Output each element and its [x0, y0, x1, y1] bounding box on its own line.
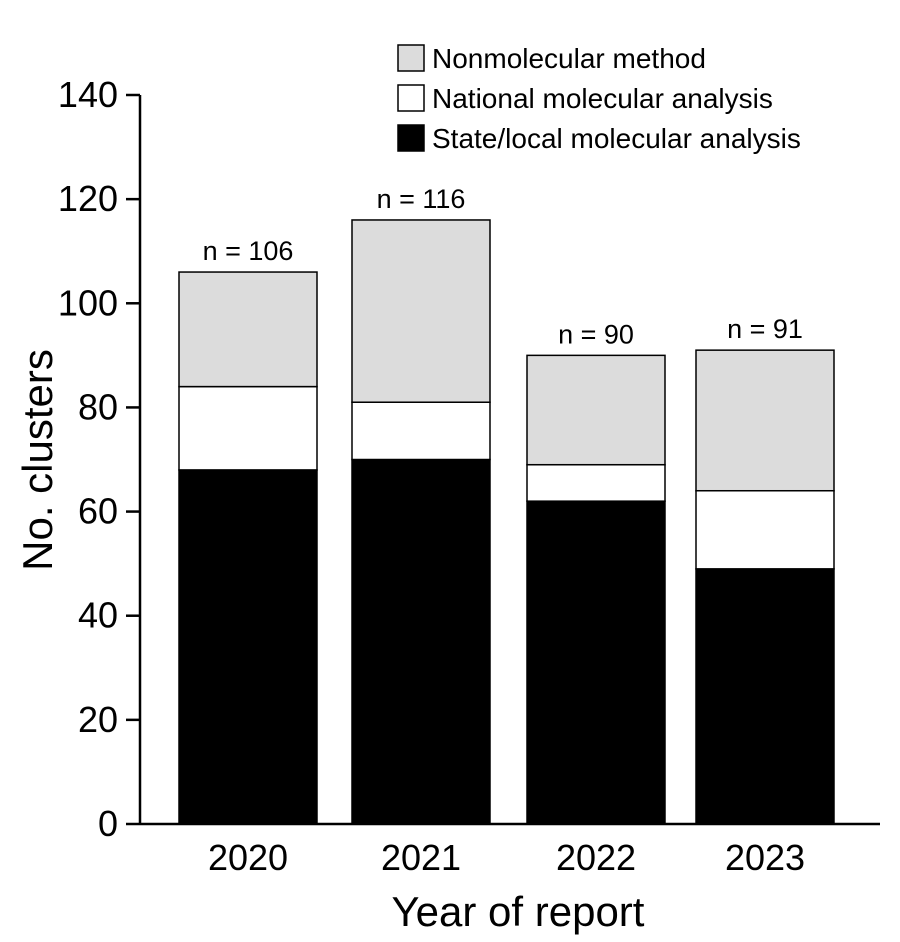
bar-segment-2020-series-2 [178, 271, 318, 388]
bar-labels-layer: n = 106 n = 116 n = 90 n = 91 [203, 184, 803, 349]
bar-total-label: n = 91 [727, 314, 803, 344]
y-tick-label: 80 [78, 386, 118, 427]
x-axis-title: Year of report [392, 888, 645, 935]
y-tick-label: 100 [58, 282, 118, 323]
legend-label: Nonmolecular method [432, 43, 706, 74]
y-axis-title: No. clusters [14, 349, 61, 571]
bar-segment-2022-series-2 [526, 354, 666, 466]
x-tick-label: 2021 [381, 837, 461, 878]
y-tick-label: 0 [98, 803, 118, 844]
bar-total-label: n = 116 [377, 184, 466, 214]
bar-segment-2021-series-2 [351, 219, 491, 403]
bar-total-label: n = 106 [203, 236, 294, 266]
bar-segment-2023-series-0 [695, 568, 835, 825]
legend-label: National molecular analysis [432, 83, 773, 114]
x-tick-label: 2022 [556, 837, 636, 878]
bar-segment-2020-series-1 [178, 385, 318, 471]
legend-swatch [397, 84, 425, 112]
x-tick-label: 2023 [725, 837, 805, 878]
bars-layer [178, 219, 835, 825]
bar-segment-2020-series-0 [178, 469, 318, 825]
bar-total-label: n = 90 [558, 319, 634, 349]
legend-swatch [397, 44, 425, 72]
bar-segment-2021-series-1 [351, 401, 491, 461]
bar-segment-2022-series-1 [526, 463, 666, 502]
y-tick-label: 20 [78, 699, 118, 740]
y-tick-label: 140 [58, 74, 118, 115]
legend: Nonmolecular method National molecular an… [397, 43, 801, 154]
y-ticks-layer: 0 20 40 60 80 100 120 140 [58, 74, 140, 844]
bar-segment-2023-series-1 [695, 489, 835, 570]
legend-label: State/local molecular analysis [432, 123, 801, 154]
axes-layer [138, 95, 880, 826]
bar-segment-2023-series-2 [695, 349, 835, 492]
x-tick-label: 2020 [208, 837, 288, 878]
bar-segment-2021-series-0 [351, 458, 491, 825]
legend-swatch [397, 124, 425, 152]
y-tick-label: 40 [78, 595, 118, 636]
x-ticks-layer: 2020 2021 2022 2023 [208, 837, 805, 878]
bar-segment-2022-series-0 [526, 500, 666, 825]
y-tick-label: 60 [78, 491, 118, 532]
y-tick-label: 120 [58, 178, 118, 219]
